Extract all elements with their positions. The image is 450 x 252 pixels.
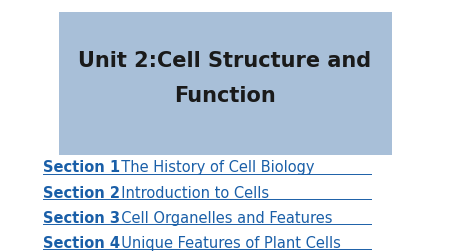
Text: Introduction to Cells: Introduction to Cells [112, 185, 270, 200]
Text: Function: Function [174, 85, 276, 106]
Text: Unit 2:Cell Structure and: Unit 2:Cell Structure and [78, 50, 372, 70]
Text: Section 4: Section 4 [43, 235, 120, 250]
Text: Section 3: Section 3 [43, 210, 120, 225]
FancyBboxPatch shape [58, 13, 392, 156]
Text: Section 2: Section 2 [43, 185, 120, 200]
Text: Section 1: Section 1 [43, 160, 120, 175]
Text: Unique Features of Plant Cells: Unique Features of Plant Cells [112, 235, 342, 250]
Text: The History of Cell Biology: The History of Cell Biology [112, 160, 315, 175]
Text: Cell Organelles and Features: Cell Organelles and Features [112, 210, 333, 225]
